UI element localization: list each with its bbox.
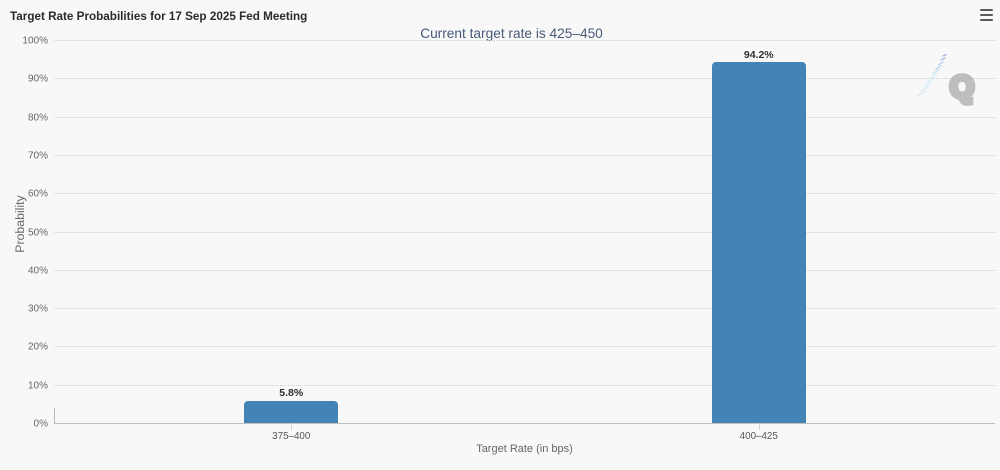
svg-text:Q: Q — [950, 69, 974, 104]
